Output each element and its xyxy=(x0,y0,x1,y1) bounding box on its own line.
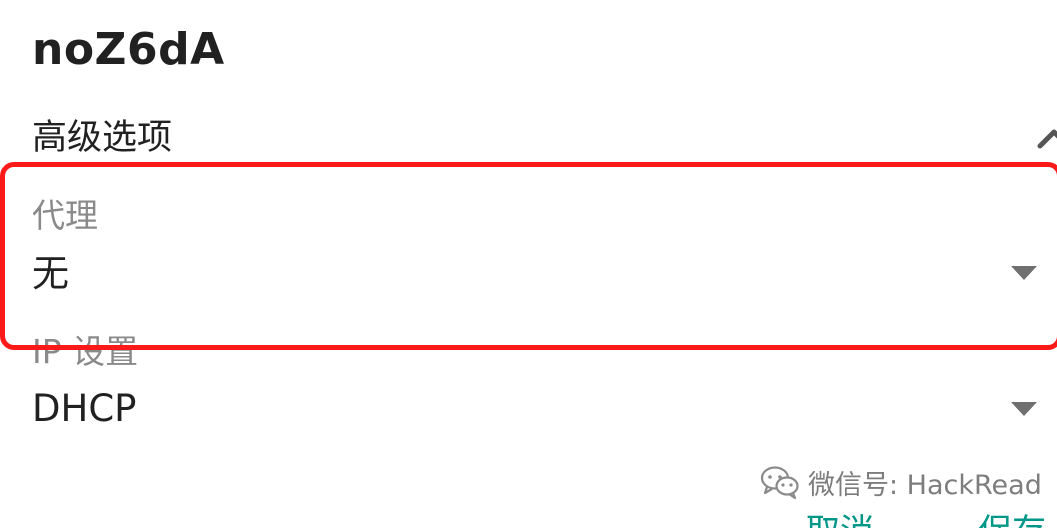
network-name-title: noZ6dA xyxy=(32,24,225,75)
advanced-options-label: 高级选项 xyxy=(32,118,173,158)
wechat-icon xyxy=(760,466,799,499)
save-button[interactable]: 保存 xyxy=(978,510,1046,528)
proxy-label: 代理 xyxy=(32,196,98,235)
dropdown-arrow-icon[interactable] xyxy=(1011,402,1037,416)
ip-settings-value: DHCP xyxy=(32,387,137,430)
wechat-watermark: 微信号: HackRead xyxy=(760,462,1042,502)
chevron-up-icon xyxy=(1037,129,1057,149)
advanced-options-toggle[interactable]: 高级选项 xyxy=(0,108,1057,168)
watermark-text: 微信号: HackRead xyxy=(808,469,1042,501)
cancel-button[interactable]: 取消 xyxy=(806,510,874,528)
ip-settings-label: IP 设置 xyxy=(32,332,139,371)
dropdown-arrow-icon[interactable] xyxy=(1011,266,1037,280)
proxy-value: 无 xyxy=(32,252,69,295)
highlight-annotation-box xyxy=(0,162,1057,350)
